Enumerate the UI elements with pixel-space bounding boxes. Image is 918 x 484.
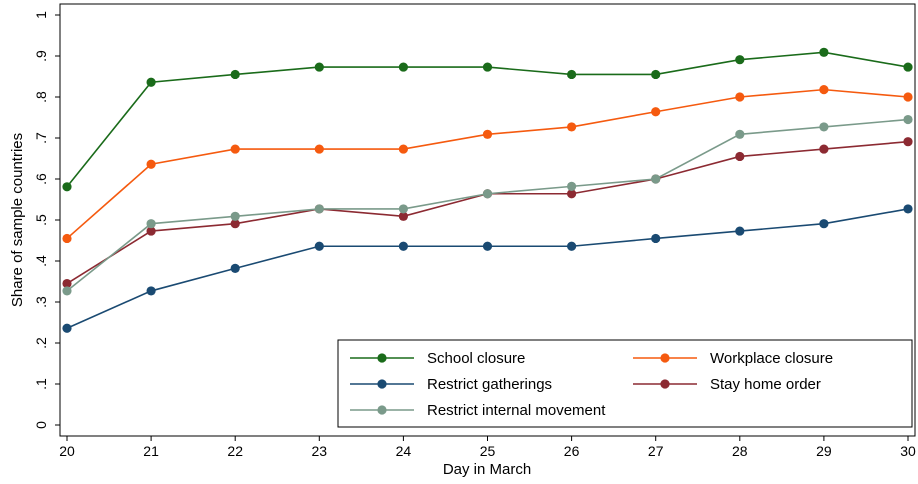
x-tick-label: 25 <box>480 443 496 459</box>
data-point-restrict-gatherings <box>819 219 829 229</box>
x-tick-label: 28 <box>732 443 748 459</box>
data-point-school-closure <box>735 55 745 65</box>
data-point-school-closure <box>482 62 493 72</box>
data-point-restrict-gatherings <box>567 241 577 251</box>
y-tick-label: .8 <box>33 91 49 103</box>
data-point-stay-home-order <box>146 226 156 236</box>
y-tick-label: .6 <box>33 173 49 185</box>
y-tick-label: .3 <box>33 296 49 308</box>
data-point-restrict-gatherings <box>651 233 661 244</box>
y-tick-label: 0 <box>33 421 49 429</box>
x-tick-label: 22 <box>227 443 243 459</box>
data-point-restrict-internal-movement <box>903 114 913 125</box>
y-axis: 0 .1 .2 .3 .4 .5 .6 .7 .8 .9 1 <box>33 11 60 429</box>
data-point-restrict-internal-movement <box>735 129 745 139</box>
data-point-workplace-closure <box>230 144 240 154</box>
data-point-workplace-closure <box>62 233 72 244</box>
x-tick-label: 30 <box>900 443 916 459</box>
data-point-restrict-internal-movement <box>146 219 156 229</box>
y-tick-label: .2 <box>33 337 49 349</box>
data-point-workplace-closure <box>903 92 913 102</box>
legend-label-restrict-internal-movement: Restrict internal movement <box>427 402 606 419</box>
data-point-school-closure <box>819 47 829 57</box>
legend-marker-stay-home-order <box>660 379 670 389</box>
data-point-school-closure <box>314 62 324 72</box>
x-tick-label: 27 <box>648 443 664 459</box>
data-point-workplace-closure <box>735 92 745 102</box>
x-tick-label: 21 <box>143 443 159 459</box>
data-point-school-closure <box>398 62 408 72</box>
data-point-workplace-closure <box>398 144 408 154</box>
data-point-restrict-gatherings <box>482 241 493 251</box>
data-point-stay-home-order <box>819 144 829 154</box>
data-point-stay-home-order <box>62 278 72 289</box>
legend: School closure Workplace closure Restrict … <box>337 339 913 428</box>
data-point-workplace-closure <box>567 122 577 132</box>
data-point-restrict-internal-movement <box>482 189 493 199</box>
legend-box <box>337 339 913 428</box>
data-point-restrict-internal-movement <box>819 122 829 132</box>
x-axis: 20 21 22 23 24 25 26 27 28 29 30 <box>59 436 916 459</box>
y-axis-title: Share of sample countries <box>9 133 26 307</box>
y-tick-label: 1 <box>33 11 49 19</box>
data-point-school-closure <box>230 69 240 80</box>
legend-label-stay-home-order: Stay home order <box>710 376 821 393</box>
data-point-restrict-internal-movement <box>314 204 324 214</box>
data-point-stay-home-order <box>230 219 240 229</box>
x-tick-label: 26 <box>564 443 580 459</box>
y-tick-label: .9 <box>33 50 49 62</box>
data-point-workplace-closure <box>819 85 829 95</box>
data-point-restrict-internal-movement <box>651 174 661 184</box>
data-point-workplace-closure <box>482 129 493 139</box>
data-point-school-closure <box>903 62 913 72</box>
data-point-stay-home-order <box>567 189 577 199</box>
series-layer <box>62 47 913 333</box>
data-point-restrict-gatherings <box>230 263 240 273</box>
x-tick-label: 24 <box>396 443 412 459</box>
legend-marker-restrict-gatherings <box>377 379 387 389</box>
legend-marker-workplace-closure <box>660 353 670 363</box>
data-point-restrict-gatherings <box>146 286 156 296</box>
y-tick-label: .7 <box>33 132 49 144</box>
y-tick-label: .4 <box>33 255 49 267</box>
x-tick-label: 20 <box>59 443 75 459</box>
legend-label-workplace-closure: Workplace closure <box>710 350 833 367</box>
data-point-school-closure <box>146 77 156 87</box>
data-point-restrict-gatherings <box>62 323 72 333</box>
y-tick-label: .5 <box>33 214 49 226</box>
data-point-school-closure <box>62 182 72 192</box>
data-point-restrict-gatherings <box>398 241 408 251</box>
data-point-restrict-internal-movement <box>62 286 72 296</box>
x-axis-title: Day in March <box>443 461 531 478</box>
data-point-restrict-gatherings <box>735 226 745 236</box>
data-point-stay-home-order <box>735 151 745 162</box>
data-point-workplace-closure <box>651 107 661 117</box>
legend-marker-school-closure <box>377 353 387 363</box>
data-point-restrict-gatherings <box>314 241 324 251</box>
y-tick-label: .1 <box>33 378 49 390</box>
data-point-restrict-gatherings <box>903 204 913 214</box>
data-point-workplace-closure <box>314 144 324 154</box>
data-point-school-closure <box>567 69 577 80</box>
data-point-restrict-internal-movement <box>398 204 408 214</box>
data-point-workplace-closure <box>146 159 156 169</box>
data-point-restrict-internal-movement <box>230 211 240 221</box>
data-point-restrict-internal-movement <box>567 181 577 191</box>
data-point-school-closure <box>651 69 661 80</box>
legend-label-restrict-gatherings: Restrict gatherings <box>427 376 552 393</box>
data-point-stay-home-order <box>398 211 408 221</box>
data-point-stay-home-order <box>903 137 913 147</box>
legend-marker-restrict-internal-movement <box>377 405 387 415</box>
x-tick-label: 23 <box>312 443 328 459</box>
legend-label-school-closure: School closure <box>427 350 525 367</box>
x-tick-label: 29 <box>816 443 832 459</box>
